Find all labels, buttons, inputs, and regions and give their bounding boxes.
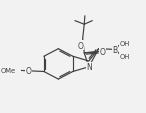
Text: O: O <box>100 48 106 56</box>
Text: O: O <box>78 41 83 50</box>
Text: OMe: OMe <box>0 68 15 74</box>
Text: N: N <box>86 63 92 72</box>
Text: OH: OH <box>119 41 130 46</box>
Text: B: B <box>112 46 117 54</box>
Text: OH: OH <box>119 53 130 59</box>
Text: O: O <box>26 66 32 75</box>
